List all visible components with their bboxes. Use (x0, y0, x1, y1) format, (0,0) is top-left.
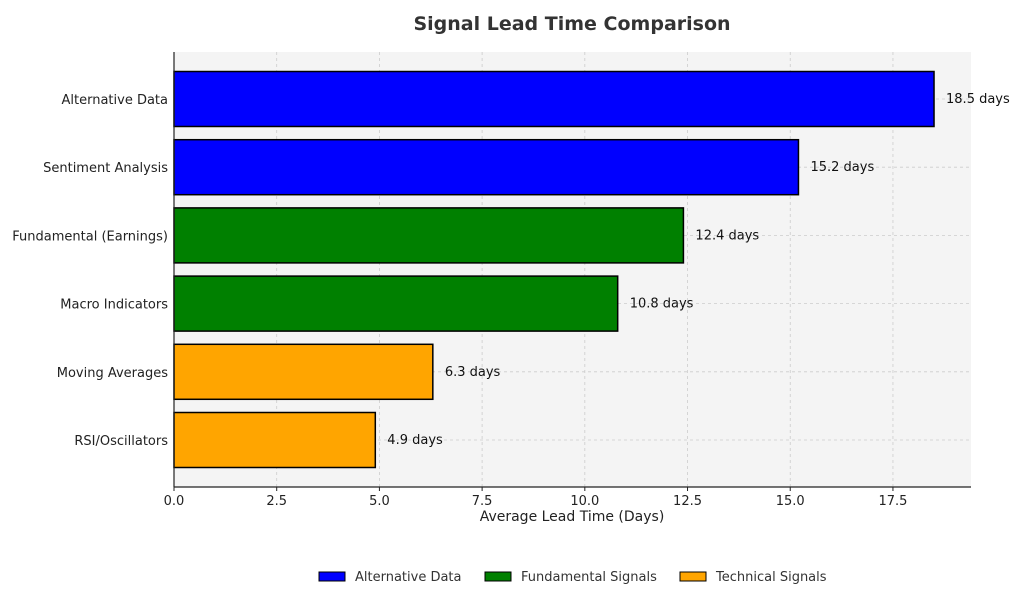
bar-value-label: 6.3 days (445, 365, 501, 380)
legend-swatch (484, 571, 512, 582)
category-label: Sentiment Analysis (43, 161, 168, 176)
legend-label: Alternative Data (355, 570, 462, 585)
x-tick-label: 10.0 (570, 494, 599, 509)
bar (173, 411, 377, 469)
x-tick-label: 0.0 (164, 494, 185, 509)
bar-value-label: 18.5 days (946, 92, 1010, 107)
legend-swatch (679, 571, 707, 582)
category-label: Moving Averages (57, 366, 168, 381)
x-axis-title: Average Lead Time (Days) (480, 509, 665, 525)
legend-swatch (318, 571, 346, 582)
x-tick-label: 7.5 (472, 494, 493, 509)
x-tick-label: 15.0 (776, 494, 805, 509)
x-tick-label: 5.0 (369, 494, 390, 509)
chart-title: Signal Lead Time Comparison (413, 13, 730, 35)
bar-value-label: 4.9 days (387, 433, 443, 448)
legend: Alternative Data Fundamental Signals Techn… (318, 570, 827, 585)
category-label: Macro Indicators (60, 298, 168, 313)
bar (173, 207, 685, 264)
bar (173, 275, 619, 332)
bar-value-labels: 18.5 days 15.2 days 12.4 days 10.8 days 6.3 … (387, 92, 1010, 448)
category-label: Alternative Data (62, 93, 169, 108)
x-tick-label: 2.5 (266, 494, 287, 509)
category-label: Fundamental (Earnings) (12, 229, 168, 244)
legend-label: Technical Signals (715, 570, 827, 585)
category-labels: Alternative Data Sentiment Analysis Fundam… (12, 93, 168, 449)
bar (173, 70, 935, 128)
bars-group (173, 70, 935, 469)
x-axis-ticks: 0.0 2.5 5.0 7.5 10.0 12.5 15.0 17.5 (164, 487, 907, 509)
category-label: RSI/Oscillators (74, 434, 168, 449)
x-tick-label: 17.5 (878, 494, 907, 509)
bar-value-label: 15.2 days (810, 160, 874, 175)
bar-value-label: 10.8 days (630, 297, 694, 312)
x-tick-label: 12.5 (673, 494, 702, 509)
bar (173, 343, 434, 401)
bar (173, 138, 800, 196)
bar-value-label: 12.4 days (695, 228, 759, 243)
legend-label: Fundamental Signals (521, 570, 657, 585)
